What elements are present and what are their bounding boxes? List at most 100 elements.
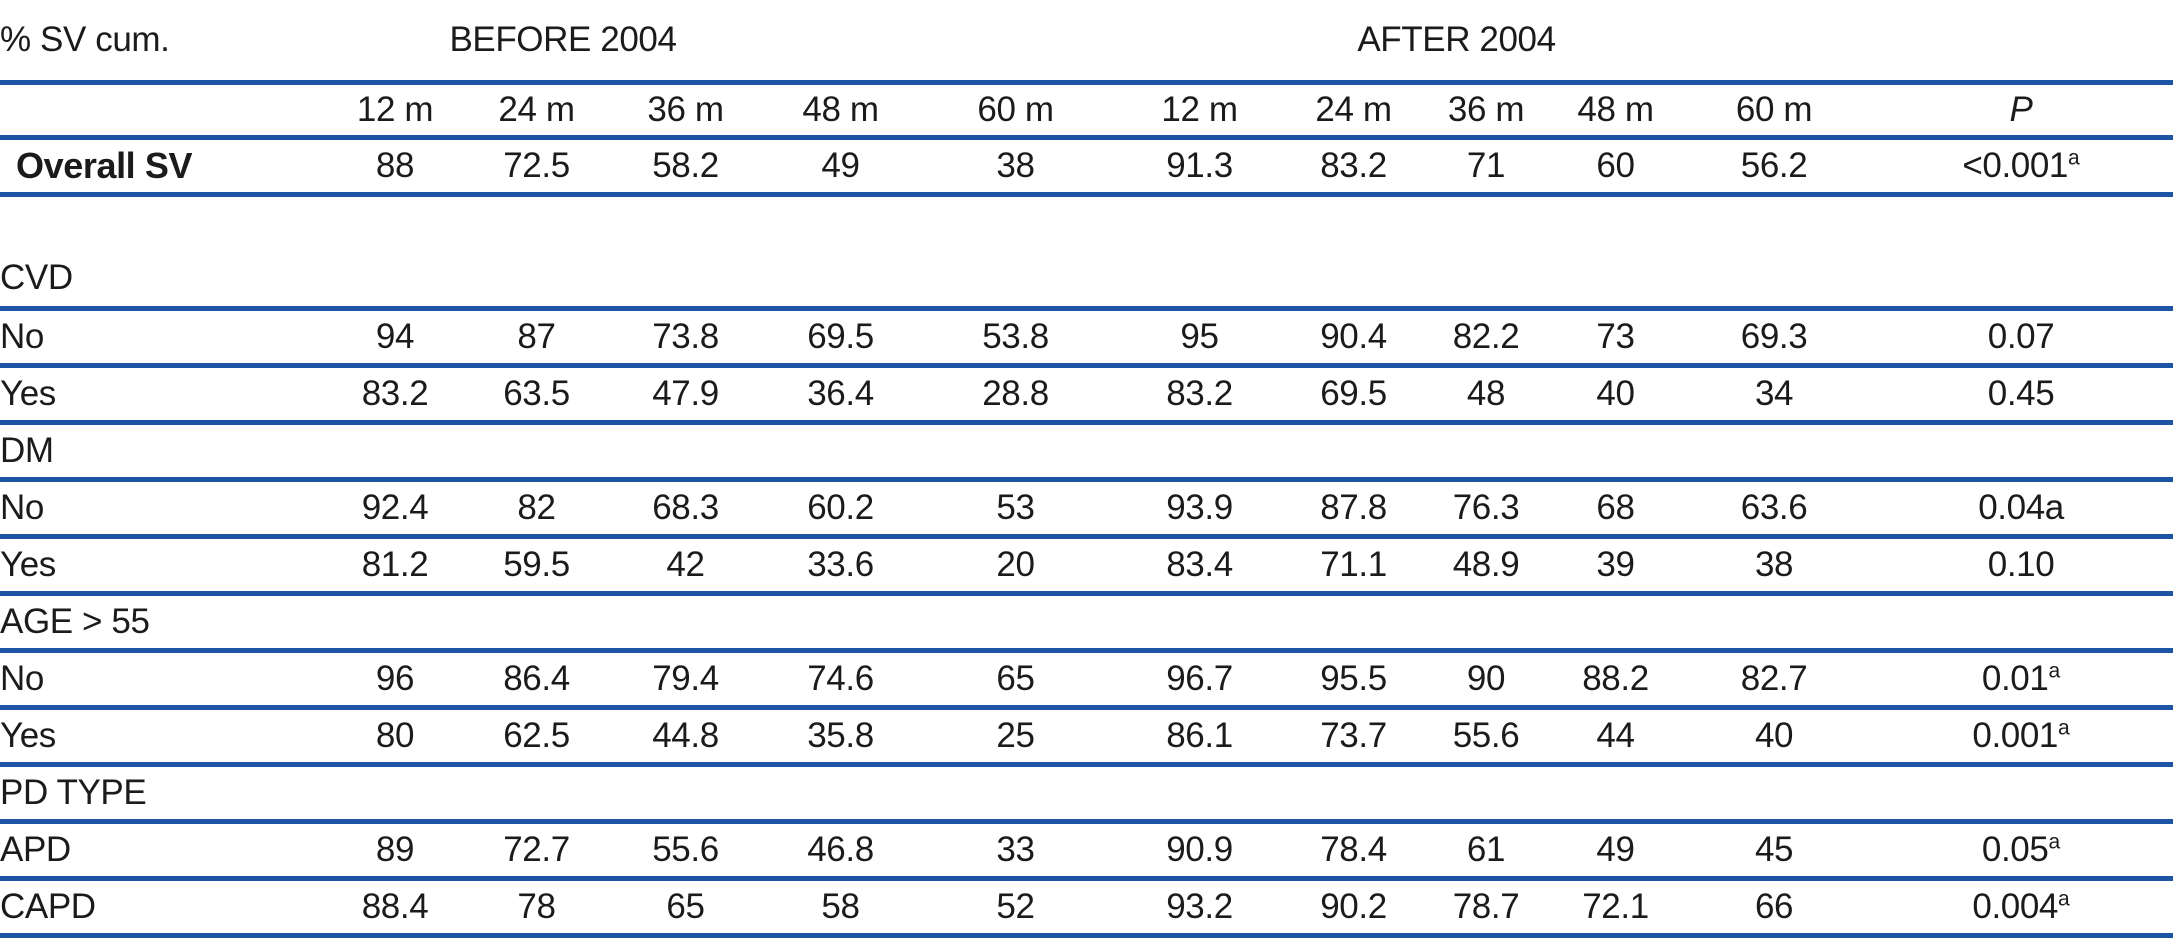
value-cell-after-36m: 61 [1466, 829, 1506, 869]
value-cell-after-36m: 71 [1466, 145, 1506, 185]
p-value: 0.45 [1987, 373, 2055, 413]
row-label: Yes [0, 373, 56, 413]
table-row: No 92.4 82 68.3 60.2 53 93.9 87.8 76.3 68 63.6 0.04… [0, 479, 2173, 536]
value-cell-after-12m: 96.7 [1166, 658, 1233, 698]
table-row: No 94 87 73.8 69.5 53.8 95 90.4 82.2 73 69.3 0.07 [0, 308, 2173, 365]
value-cell-before-12m: 96 [375, 658, 415, 698]
section-label: PD TYPE [0, 772, 147, 812]
row-label: Yes [0, 544, 56, 584]
value-cell-before-12m: 89 [375, 829, 415, 869]
value-cell-after-12m: 93.2 [1166, 886, 1233, 926]
value-cell-after-60m: 69.3 [1740, 316, 1808, 356]
value-cell-before-24m: 87 [517, 316, 556, 356]
value-cell-after-24m: 90.4 [1320, 316, 1387, 356]
value-cell-before-12m: 94 [375, 316, 415, 356]
p-value-superscript: a [2048, 658, 2061, 682]
corner-label: % SV cum. [0, 19, 170, 59]
time-header-before-48m: 48 m [802, 89, 879, 129]
p-value: 0.001 [1972, 715, 2058, 755]
row-label: No [0, 658, 44, 698]
row-label: CAPD [0, 886, 96, 926]
value-cell-before-12m: 81.2 [361, 544, 429, 584]
table-row: Yes 83.2 63.5 47.9 36.4 28.8 83.2 69.5 48 40 34 0.4… [0, 365, 2173, 422]
value-cell-before-12m: 83.2 [361, 373, 429, 413]
time-header-after-36m: 36 m [1447, 89, 1525, 129]
value-cell-after-60m: 66 [1754, 886, 1794, 926]
value-cell-before-24m: 72.7 [503, 829, 570, 869]
before-2004-header: BEFORE 2004 [449, 19, 677, 59]
value-cell-after-36m: 82.2 [1452, 316, 1520, 356]
value-cell-before-24m: 82 [517, 487, 556, 527]
section-label: DM [0, 430, 54, 470]
value-cell-after-24m: 95.5 [1320, 658, 1387, 698]
value-cell-after-60m: 56.2 [1740, 145, 1808, 185]
after-2004-header: AFTER 2004 [1357, 19, 1556, 59]
value-cell-before-60m: 33 [996, 829, 1035, 869]
value-cell-before-12m: 88 [375, 145, 415, 185]
value-cell-after-48m: 40 [1596, 373, 1635, 413]
time-header-before-24m: 24 m [498, 89, 575, 129]
time-header-after-60m: 60 m [1735, 89, 1813, 129]
value-cell-after-60m: 63.6 [1740, 487, 1808, 527]
section-row: PD TYPE [0, 764, 2173, 821]
p-value-superscript: a [2068, 145, 2080, 169]
value-cell-before-60m: 65 [996, 658, 1035, 698]
p-value-cell: 0.04a [1869, 479, 2173, 536]
spacer-row [0, 194, 2173, 251]
p-value: <0.001 [1962, 145, 2068, 185]
value-cell-after-36m: 90 [1466, 658, 1506, 698]
value-cell-after-12m: 95 [1180, 316, 1219, 356]
section-row: AGE > 55 [0, 593, 2173, 650]
value-cell-after-60m: 40 [1754, 715, 1794, 755]
value-cell-after-48m: 68 [1596, 487, 1635, 527]
value-cell-before-48m: 74.6 [807, 658, 874, 698]
table-row: APD 89 72.7 55.6 46.8 33 90.9 78.4 61 49 45 0.05a [0, 821, 2173, 878]
row-label: Overall SV [16, 144, 193, 186]
p-value-cell: 0.07 [1869, 308, 2173, 365]
table-row: Yes 80 62.5 44.8 35.8 25 86.1 73.7 55.6 44 40 0.001… [0, 707, 2173, 764]
value-cell-before-60m: 20 [996, 544, 1035, 584]
p-value-cell: 0.001a [1869, 707, 2173, 764]
value-cell-before-60m: 52 [996, 886, 1035, 926]
value-cell-before-24m: 59.5 [503, 544, 570, 584]
value-cell-before-24m: 63.5 [503, 373, 570, 413]
spacer-cell [0, 194, 2173, 251]
time-header-row: 12 m 24 m 36 m 48 m 60 m 12 m 24 m 36 m 48 m 60 m… [0, 82, 2173, 137]
time-header-before-36m: 36 m [647, 89, 724, 129]
value-cell-before-24m: 62.5 [503, 715, 570, 755]
value-cell-before-36m: 47.9 [652, 373, 719, 413]
p-value: 0.07 [1987, 316, 2055, 356]
value-cell-after-12m: 91.3 [1166, 145, 1233, 185]
value-cell-before-48m: 36.4 [807, 373, 874, 413]
value-cell-after-48m: 39 [1596, 544, 1635, 584]
row-label: Yes [0, 715, 56, 755]
value-cell-before-36m: 73.8 [652, 316, 719, 356]
value-cell-after-60m: 34 [1754, 373, 1794, 413]
value-cell-before-60m: 28.8 [982, 373, 1049, 413]
p-value: 0.05 [1981, 829, 2049, 869]
value-cell-before-12m: 80 [375, 715, 415, 755]
value-cell-before-24m: 72.5 [503, 145, 570, 185]
value-cell-before-48m: 33.6 [807, 544, 874, 584]
value-cell-before-24m: 78 [517, 886, 556, 926]
value-cell-after-36m: 55.6 [1452, 715, 1520, 755]
value-cell-after-48m: 49 [1596, 829, 1635, 869]
time-header-before-12m: 12 m [356, 89, 434, 129]
p-value: 0.004 [1972, 886, 2058, 926]
p-value-cell: 0.10 [1869, 536, 2173, 593]
value-cell-before-36m: 42 [666, 544, 705, 584]
p-value-superscript: a [2057, 886, 2070, 910]
value-cell-before-48m: 49 [821, 145, 860, 185]
table-row: CAPD 88.4 78 65 58 52 93.2 90.2 78.7 72.1 66 0.004a [0, 878, 2173, 935]
value-cell-after-48m: 73 [1596, 316, 1635, 356]
value-cell-after-24m: 73.7 [1320, 715, 1387, 755]
value-cell-after-12m: 90.9 [1166, 829, 1233, 869]
p-value: 0.10 [1987, 544, 2055, 584]
row-label: No [0, 487, 44, 527]
value-cell-after-12m: 83.2 [1166, 373, 1233, 413]
p-value-cell: 0.004a [1869, 878, 2173, 935]
value-cell-after-24m: 83.2 [1320, 145, 1387, 185]
table-row: Overall SV 88 72.5 58.2 49 38 91.3 83.2 71 60 56.2… [0, 137, 2173, 194]
value-cell-after-12m: 86.1 [1166, 715, 1233, 755]
